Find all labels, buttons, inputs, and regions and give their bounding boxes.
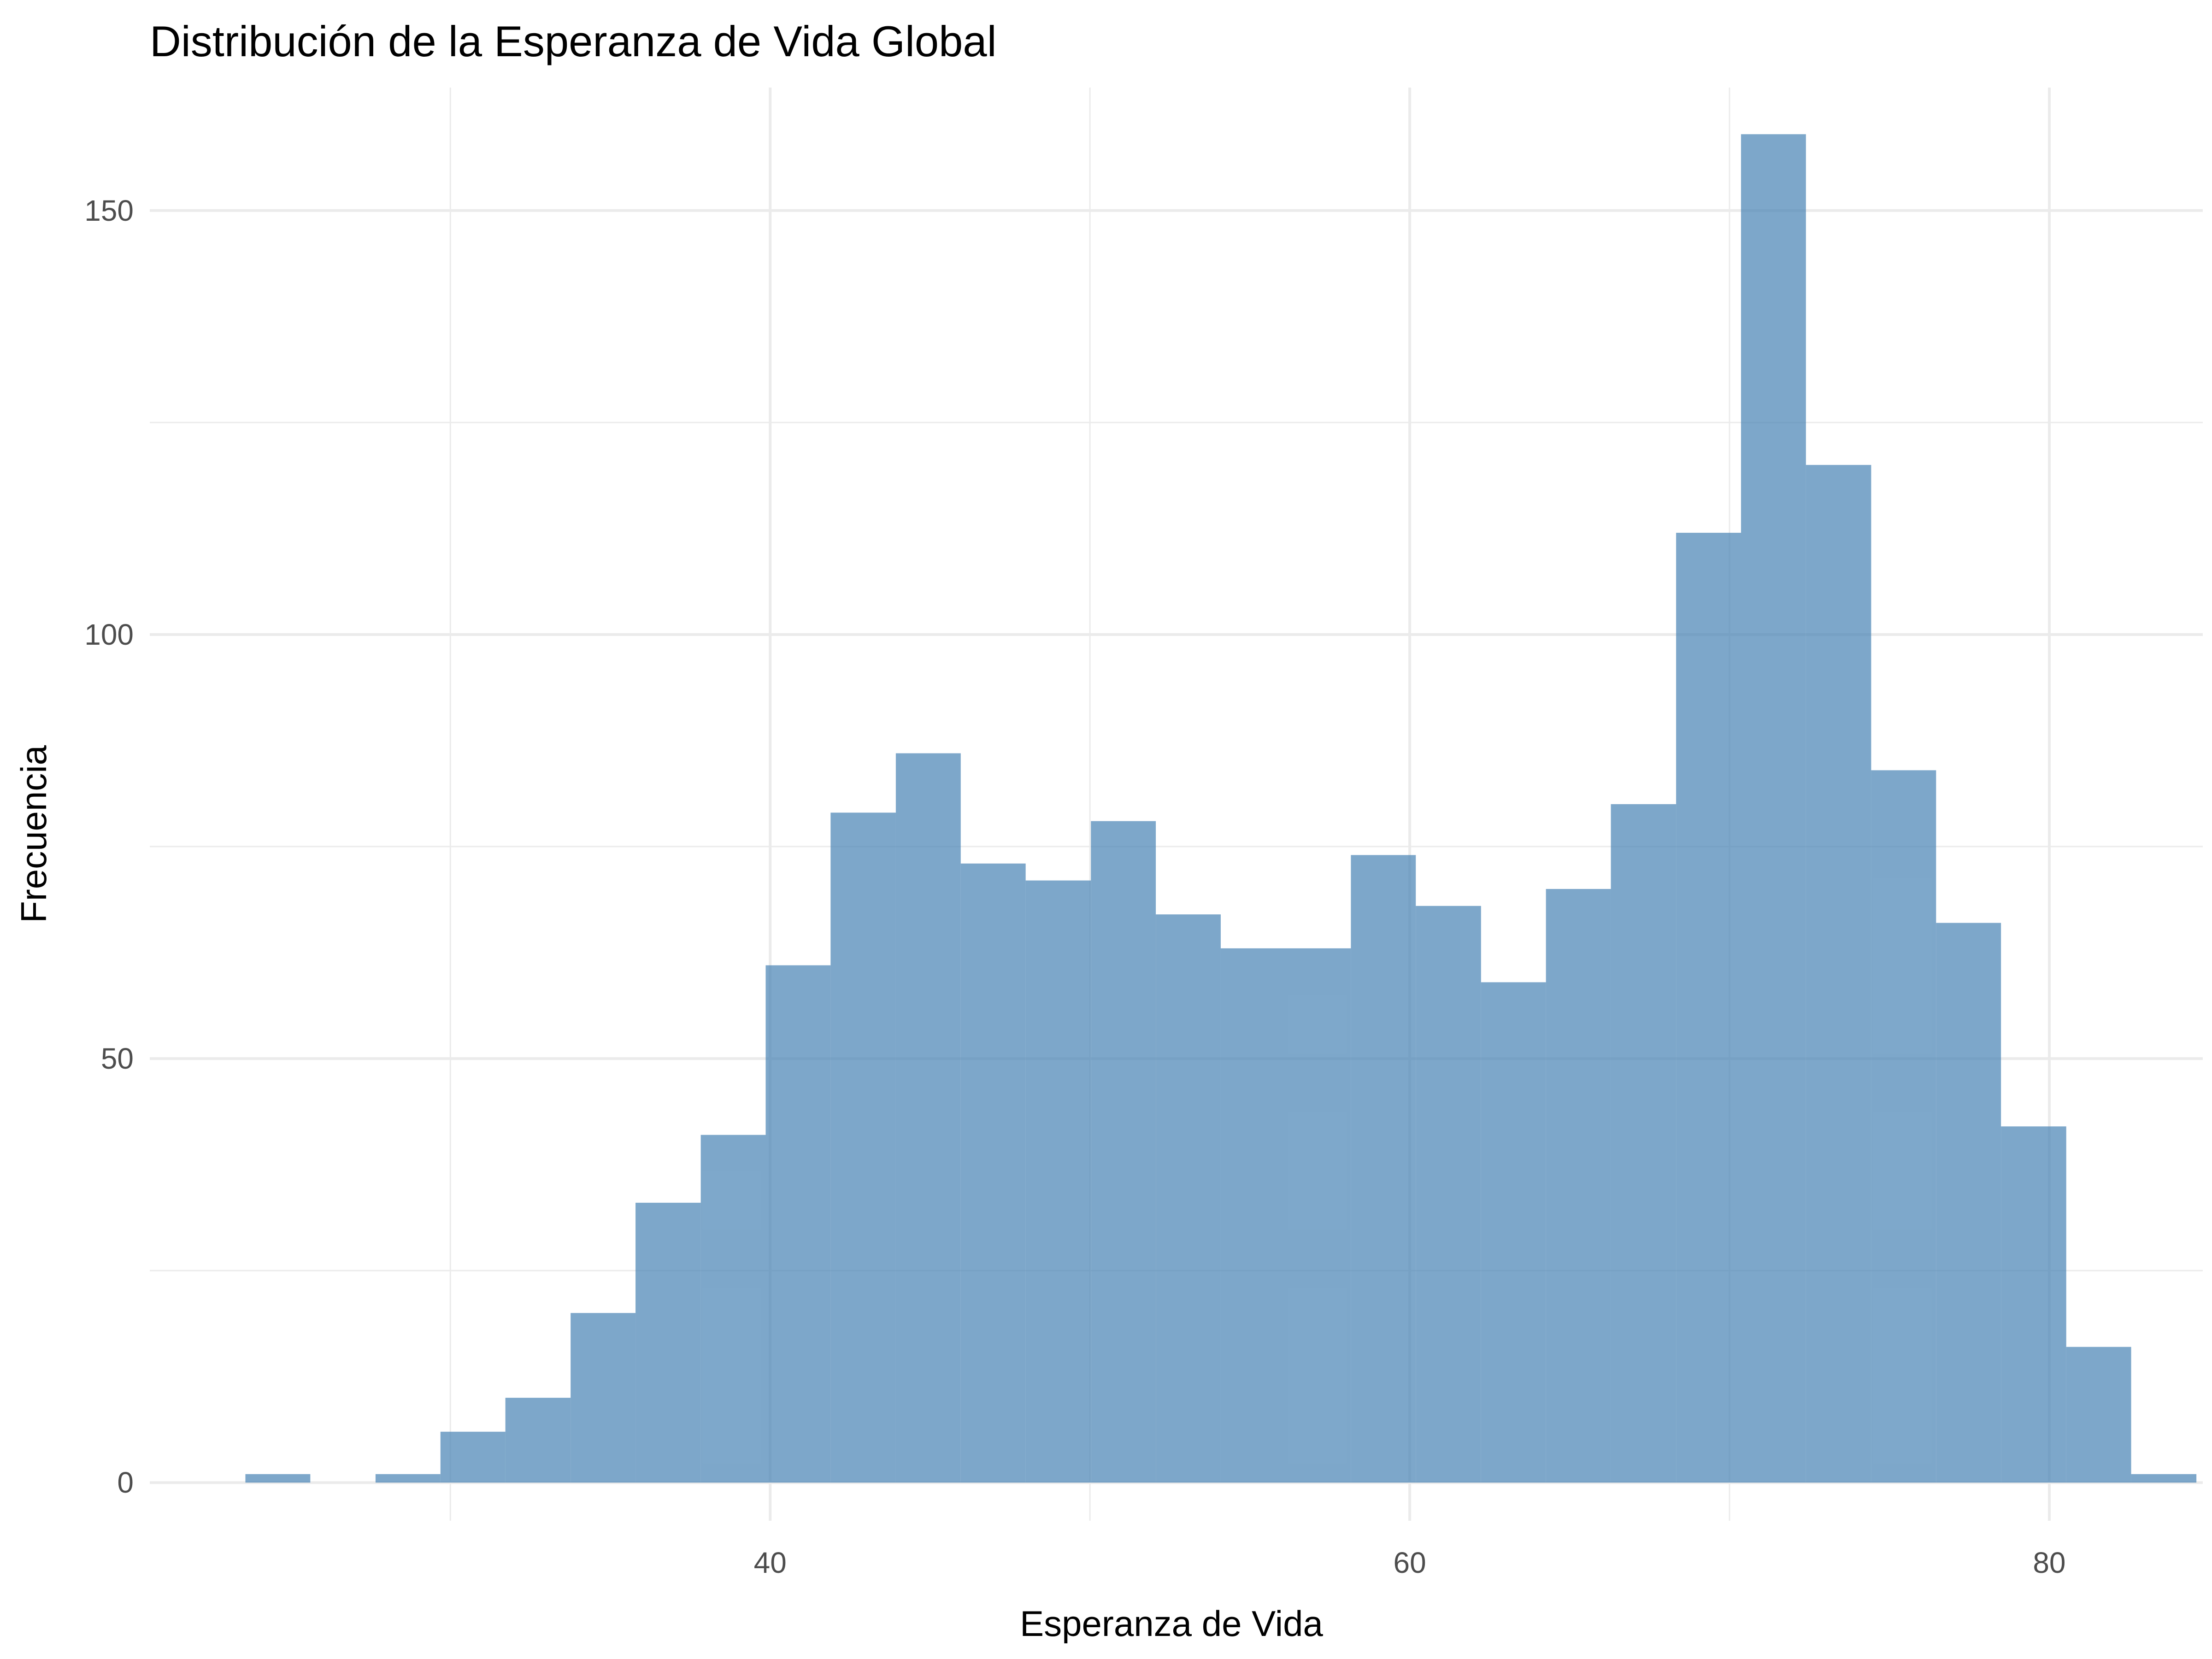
x-tick-labels: 40 60 80 [754,1546,2066,1579]
histogram-bar-22 [1676,533,1741,1483]
histogram-bar-19 [1481,982,1546,1483]
x-tick-label-2: 80 [2033,1546,2065,1579]
x-tick-label-0: 40 [754,1546,787,1579]
histogram-bar-10 [895,753,961,1483]
histogram-bar-25 [1871,770,1936,1483]
y-tick-label-1: 50 [101,1042,134,1075]
histogram-bar-7 [700,1135,766,1483]
histogram-bar-21 [1611,804,1677,1483]
x-axis-title: Esperanza de Vida [1020,1603,1323,1644]
histogram-bar-14 [1156,914,1221,1483]
y-tick-label-2: 100 [84,618,134,651]
histogram-bar-18 [1416,906,1481,1483]
y-tick-labels: 0 50 100 150 [84,194,134,1499]
histogram-bar-26 [1936,923,2001,1483]
histogram-bar-6 [635,1202,701,1483]
histogram-bar-11 [960,863,1026,1483]
histogram-bar-20 [1546,889,1611,1483]
histogram-bar-17 [1351,855,1416,1483]
histogram-bar-29 [2131,1474,2197,1483]
histogram-bar-16 [1286,948,1351,1483]
x-tick-label-1: 60 [1393,1546,1426,1579]
histogram-bar-3 [440,1431,506,1483]
chart-title: Distribución de la Esperanza de Vida Glo… [150,17,997,65]
histogram-bar-8 [765,965,831,1483]
bars-group [245,134,2197,1483]
histogram-bar-0 [245,1474,311,1483]
histogram-bar-2 [375,1474,441,1483]
histogram-bar-28 [2066,1347,2131,1483]
histogram-bar-15 [1220,948,1286,1483]
histogram-bar-12 [1025,880,1091,1483]
y-tick-label-0: 0 [117,1466,134,1499]
histogram-bar-9 [830,812,896,1483]
histogram-bar-24 [1806,465,1871,1483]
histogram-bar-5 [571,1313,636,1483]
histogram-bar-13 [1091,821,1156,1483]
histogram-bar-23 [1741,134,1806,1483]
y-tick-label-3: 150 [84,194,134,227]
histogram-bar-27 [2001,1126,2066,1483]
y-axis-title: Frecuencia [13,745,54,923]
histogram-bar-4 [505,1398,571,1483]
